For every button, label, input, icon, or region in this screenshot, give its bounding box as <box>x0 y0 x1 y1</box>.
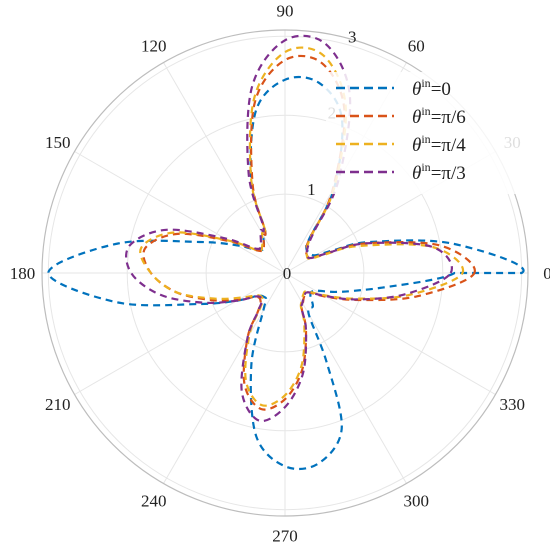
angle-tick-label: 300 <box>403 491 429 510</box>
angle-tick-label: 0 <box>543 264 550 283</box>
legend-label-0: θin=0 <box>412 76 451 100</box>
angle-tick-label: 270 <box>272 526 298 545</box>
legend-box <box>326 72 521 194</box>
angle-tick-label: 330 <box>500 395 526 414</box>
angle-tick-label: 180 <box>10 264 36 283</box>
angle-tick-label: 60 <box>408 37 425 56</box>
spoke-330 <box>284 272 496 395</box>
outer-ring <box>41 29 529 517</box>
spoke-150 <box>74 151 286 274</box>
ring-2 <box>126 114 444 432</box>
legend-label-1: θin=π/6 <box>412 104 466 128</box>
tick-labels: 03060901201501802102402703003300123 <box>10 2 550 546</box>
legend: θin=0 θin=π/6 θin=π/4 θin=π/3 <box>326 72 521 194</box>
legend-label-2: θin=π/4 <box>412 132 466 156</box>
legend-label-3: θin=π/3 <box>412 160 466 184</box>
radial-tick-label: 0 <box>283 264 292 283</box>
radial-tick-label: 1 <box>307 180 316 199</box>
angle-tick-label: 120 <box>141 37 167 56</box>
spoke-300 <box>284 272 407 484</box>
spoke-210 <box>74 272 286 395</box>
series-group <box>47 34 525 471</box>
series-line-1 <box>142 54 476 411</box>
angle-tick-label: 150 <box>45 133 71 152</box>
spoke-120 <box>163 62 286 274</box>
radial-tick-label: 3 <box>348 27 357 46</box>
angle-tick-label: 90 <box>277 2 294 21</box>
ring-1 <box>205 193 365 353</box>
angle-tick-label: 210 <box>45 395 71 414</box>
angle-tick-label: 240 <box>141 491 167 510</box>
series-line-0 <box>47 75 525 471</box>
